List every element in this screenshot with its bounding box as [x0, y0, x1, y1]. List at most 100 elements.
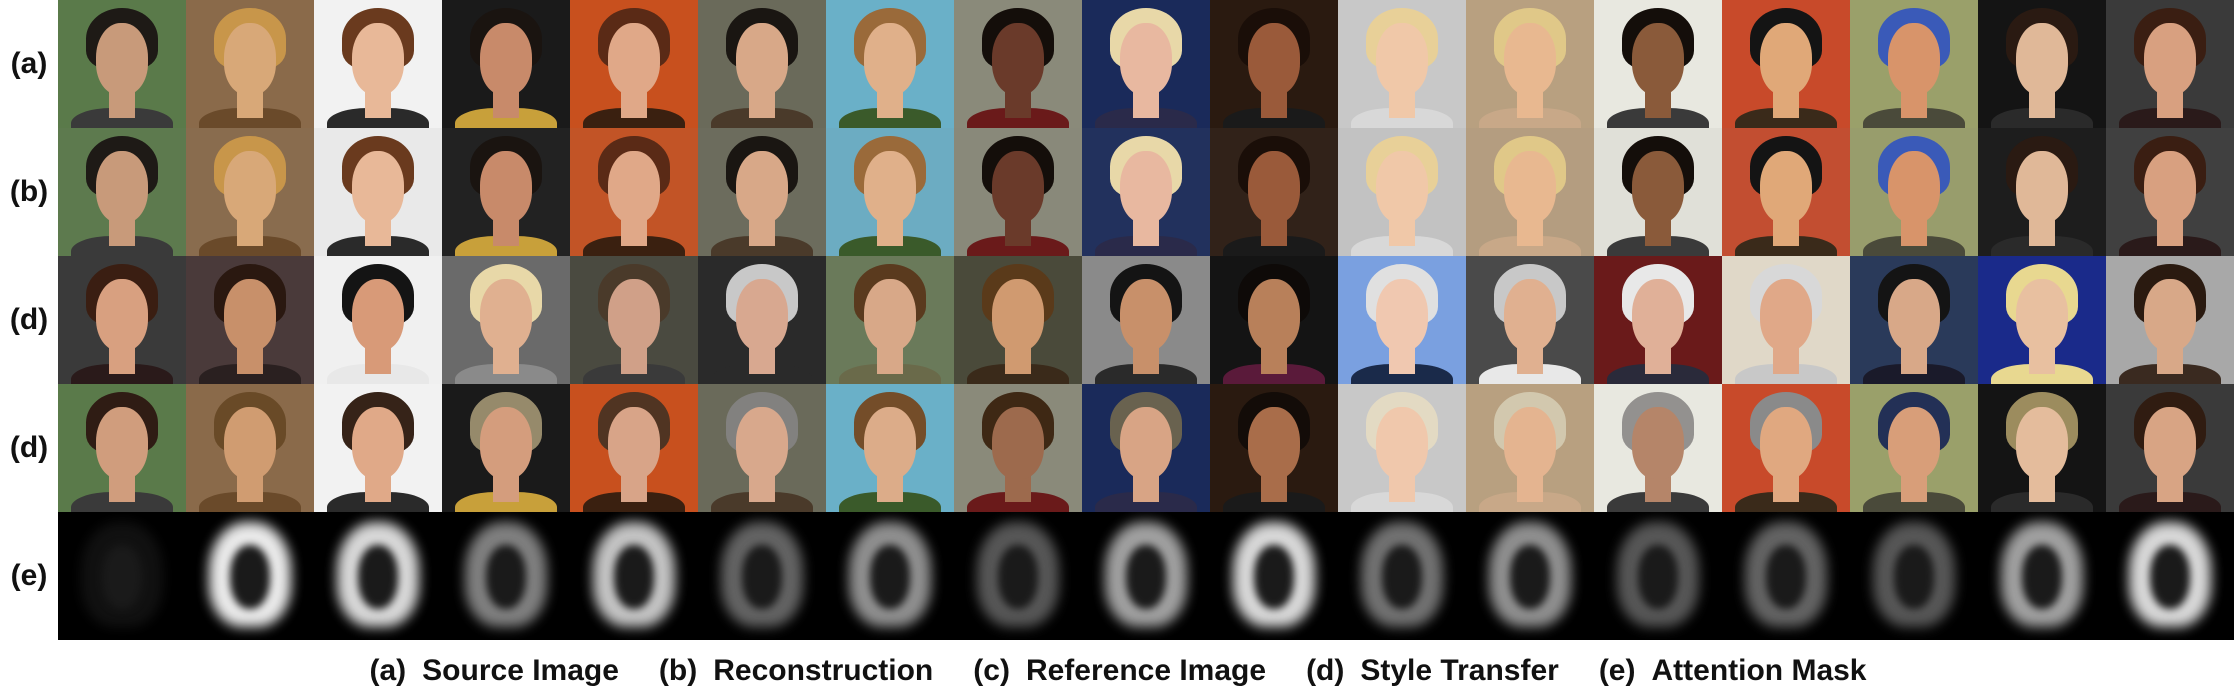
attention-mask-tile	[570, 512, 698, 640]
shoulders	[70, 491, 174, 512]
reference-image-tile	[1722, 256, 1850, 384]
face	[1888, 407, 1940, 479]
attention-mask-tile	[2106, 512, 2234, 640]
shoulders	[582, 363, 686, 384]
mask-face-region	[229, 545, 271, 610]
shoulders	[454, 491, 558, 512]
style-transfer-tile	[58, 384, 186, 512]
face	[2016, 407, 2068, 479]
face	[480, 279, 532, 351]
mask-face-region	[101, 545, 143, 610]
face	[864, 279, 916, 351]
style-transfer-tile	[1338, 384, 1466, 512]
shoulders	[966, 107, 1070, 128]
face	[2144, 279, 2196, 351]
reconstruction-tile	[442, 128, 570, 256]
reference-image-tile	[442, 256, 570, 384]
source-image-tile	[826, 0, 954, 128]
face	[1376, 407, 1428, 479]
attention-mask-tile	[1722, 512, 1850, 640]
shoulders	[326, 363, 430, 384]
caption-text-a: Source Image	[422, 654, 619, 687]
attention-mask-tile	[1338, 512, 1466, 640]
shoulders	[1222, 363, 1326, 384]
caption-item-c: (c) Reference Image	[973, 654, 1266, 688]
shoulders	[710, 107, 814, 128]
attention-mask-tile	[954, 512, 1082, 640]
reference-image-tile	[1594, 256, 1722, 384]
face	[1248, 407, 1300, 479]
caption-text-c: Reference Image	[1025, 654, 1267, 687]
caption-item-d: (d) Style Transfer	[1306, 654, 1559, 688]
shoulders	[1990, 235, 2094, 256]
row-reference-images	[58, 256, 2234, 384]
face	[1888, 279, 1940, 351]
shoulders	[1478, 107, 1582, 128]
reference-image-tile	[1850, 256, 1978, 384]
shoulders	[70, 107, 174, 128]
face	[608, 151, 660, 223]
mask-face-region	[1509, 545, 1551, 610]
reconstruction-tile	[698, 128, 826, 256]
shoulders	[1350, 363, 1454, 384]
style-transfer-tile	[826, 384, 954, 512]
reconstruction-tile	[1338, 128, 1466, 256]
style-transfer-tile	[954, 384, 1082, 512]
mask-face-region	[1765, 545, 1807, 610]
shoulders	[582, 235, 686, 256]
face	[224, 279, 276, 351]
mask-face-region	[1253, 545, 1295, 610]
shoulders	[1478, 363, 1582, 384]
style-transfer-tile	[1978, 384, 2106, 512]
shoulders	[838, 363, 942, 384]
mask-face-region	[613, 545, 655, 610]
source-image-tile	[314, 0, 442, 128]
face	[1504, 151, 1556, 223]
reconstruction-tile	[314, 128, 442, 256]
face	[992, 279, 1044, 351]
face	[352, 279, 404, 351]
mask-face-region	[2021, 545, 2063, 610]
mask-face-region	[741, 545, 783, 610]
style-transfer-tile	[1466, 384, 1594, 512]
source-image-tile	[1722, 0, 1850, 128]
shoulders	[1606, 107, 1710, 128]
face	[864, 151, 916, 223]
face	[864, 23, 916, 95]
face	[736, 23, 788, 95]
mask-face-region	[2149, 545, 2191, 610]
face	[1632, 407, 1684, 479]
shoulders	[1734, 491, 1838, 512]
face	[736, 407, 788, 479]
shoulders	[454, 363, 558, 384]
row-label-a: (a)	[10, 47, 48, 80]
shoulders	[454, 235, 558, 256]
face	[1120, 407, 1172, 479]
face	[608, 279, 660, 351]
caption-item-e: (e) Attention Mask	[1599, 654, 1867, 688]
mask-face-region	[357, 545, 399, 610]
style-transfer-tile	[1850, 384, 1978, 512]
shoulders	[198, 491, 302, 512]
attention-mask-tile	[58, 512, 186, 640]
shoulders	[2118, 363, 2222, 384]
shoulders	[198, 107, 302, 128]
face	[96, 23, 148, 95]
reference-image-tile	[2106, 256, 2234, 384]
face	[1120, 279, 1172, 351]
source-image-tile	[698, 0, 826, 128]
shoulders	[966, 491, 1070, 512]
face	[96, 407, 148, 479]
reconstruction-tile	[1210, 128, 1338, 256]
face	[1504, 279, 1556, 351]
face	[96, 279, 148, 351]
caption-text-e: Attention Mask	[1651, 654, 1867, 687]
face	[864, 407, 916, 479]
reference-image-tile	[1466, 256, 1594, 384]
reconstruction-tile	[2106, 128, 2234, 256]
caption-item-b: (b) Reconstruction	[659, 654, 933, 688]
face	[1376, 279, 1428, 351]
face	[2016, 151, 2068, 223]
source-image-tile	[1082, 0, 1210, 128]
attention-mask-tile	[1466, 512, 1594, 640]
